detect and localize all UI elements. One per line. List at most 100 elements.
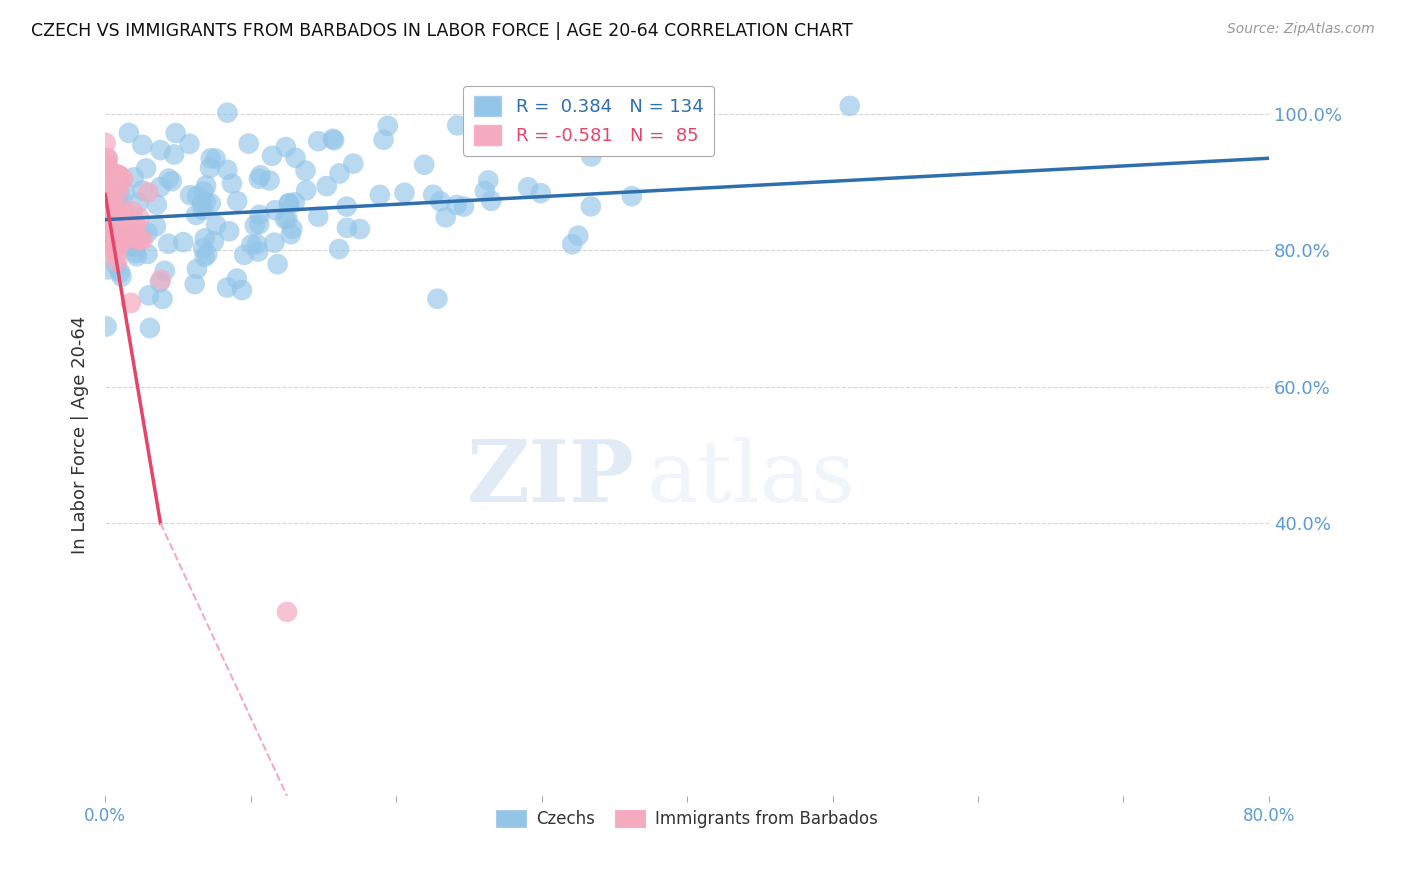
Point bbox=[105, 247, 128, 261]
Point bbox=[277, 196, 299, 211]
Point bbox=[368, 187, 391, 202]
Point bbox=[98, 173, 121, 187]
Point bbox=[98, 233, 121, 247]
Point bbox=[205, 218, 228, 232]
Text: CZECH VS IMMIGRANTS FROM BARBADOS IN LABOR FORCE | AGE 20-64 CORRELATION CHART: CZECH VS IMMIGRANTS FROM BARBADOS IN LAB… bbox=[31, 22, 852, 40]
Point bbox=[98, 188, 121, 202]
Point bbox=[146, 198, 169, 212]
Point bbox=[193, 185, 215, 199]
Point bbox=[249, 168, 271, 182]
Point bbox=[138, 288, 160, 302]
Point bbox=[247, 244, 270, 259]
Point bbox=[160, 174, 183, 188]
Point bbox=[97, 173, 120, 187]
Point bbox=[422, 187, 444, 202]
Point bbox=[128, 195, 150, 210]
Point bbox=[413, 158, 436, 172]
Point bbox=[204, 152, 226, 166]
Point bbox=[107, 184, 129, 198]
Point bbox=[149, 180, 172, 194]
Point bbox=[94, 158, 117, 172]
Point bbox=[307, 134, 329, 148]
Point bbox=[98, 184, 121, 198]
Point bbox=[124, 215, 146, 229]
Point bbox=[100, 204, 122, 219]
Point bbox=[100, 226, 122, 240]
Point bbox=[315, 179, 337, 194]
Point bbox=[581, 149, 603, 163]
Point bbox=[349, 222, 371, 236]
Point bbox=[121, 204, 143, 219]
Point bbox=[105, 205, 128, 219]
Point bbox=[202, 235, 225, 249]
Point bbox=[249, 208, 271, 222]
Point bbox=[260, 149, 283, 163]
Point bbox=[98, 202, 121, 217]
Point bbox=[107, 192, 129, 206]
Point bbox=[121, 235, 143, 250]
Point bbox=[127, 232, 149, 246]
Point bbox=[194, 194, 217, 209]
Point bbox=[132, 233, 155, 247]
Point bbox=[108, 169, 131, 183]
Point bbox=[163, 147, 186, 161]
Point bbox=[98, 177, 121, 191]
Point bbox=[446, 118, 468, 132]
Point bbox=[96, 151, 118, 165]
Point bbox=[124, 240, 146, 254]
Point bbox=[117, 225, 139, 239]
Point bbox=[98, 167, 121, 181]
Point bbox=[96, 182, 118, 196]
Point bbox=[101, 244, 124, 259]
Point bbox=[243, 219, 266, 233]
Point bbox=[184, 208, 207, 222]
Point bbox=[98, 217, 121, 231]
Point bbox=[105, 258, 128, 272]
Point bbox=[108, 186, 131, 201]
Point bbox=[377, 119, 399, 133]
Point bbox=[259, 173, 281, 187]
Point bbox=[280, 227, 302, 242]
Point bbox=[191, 196, 214, 211]
Point bbox=[136, 226, 159, 240]
Point bbox=[145, 219, 167, 234]
Point bbox=[114, 186, 136, 200]
Point bbox=[284, 195, 307, 210]
Point bbox=[149, 272, 172, 286]
Point bbox=[183, 277, 205, 292]
Point bbox=[426, 292, 449, 306]
Point bbox=[100, 193, 122, 207]
Point bbox=[101, 236, 124, 251]
Point bbox=[97, 190, 120, 204]
Point bbox=[373, 133, 395, 147]
Point bbox=[479, 194, 502, 208]
Point bbox=[191, 202, 214, 217]
Point bbox=[218, 224, 240, 238]
Point bbox=[276, 605, 298, 619]
Point bbox=[97, 173, 120, 187]
Text: Source: ZipAtlas.com: Source: ZipAtlas.com bbox=[1227, 22, 1375, 37]
Point bbox=[186, 261, 208, 276]
Point bbox=[157, 236, 180, 251]
Point bbox=[94, 136, 117, 150]
Point bbox=[108, 175, 131, 189]
Point bbox=[96, 319, 118, 334]
Point bbox=[329, 166, 352, 180]
Point bbox=[508, 101, 530, 115]
Point bbox=[97, 161, 120, 176]
Point bbox=[195, 247, 218, 261]
Y-axis label: In Labor Force | Age 20-64: In Labor Force | Age 20-64 bbox=[72, 316, 89, 554]
Point bbox=[191, 241, 214, 255]
Point bbox=[221, 177, 243, 191]
Point bbox=[128, 211, 150, 225]
Point bbox=[105, 221, 128, 235]
Point bbox=[477, 173, 499, 187]
Point bbox=[342, 156, 364, 170]
Point bbox=[98, 185, 121, 199]
Point bbox=[124, 246, 146, 260]
Point bbox=[246, 237, 269, 252]
Point bbox=[307, 210, 329, 224]
Point bbox=[112, 171, 135, 186]
Point bbox=[112, 202, 135, 217]
Point bbox=[336, 220, 359, 235]
